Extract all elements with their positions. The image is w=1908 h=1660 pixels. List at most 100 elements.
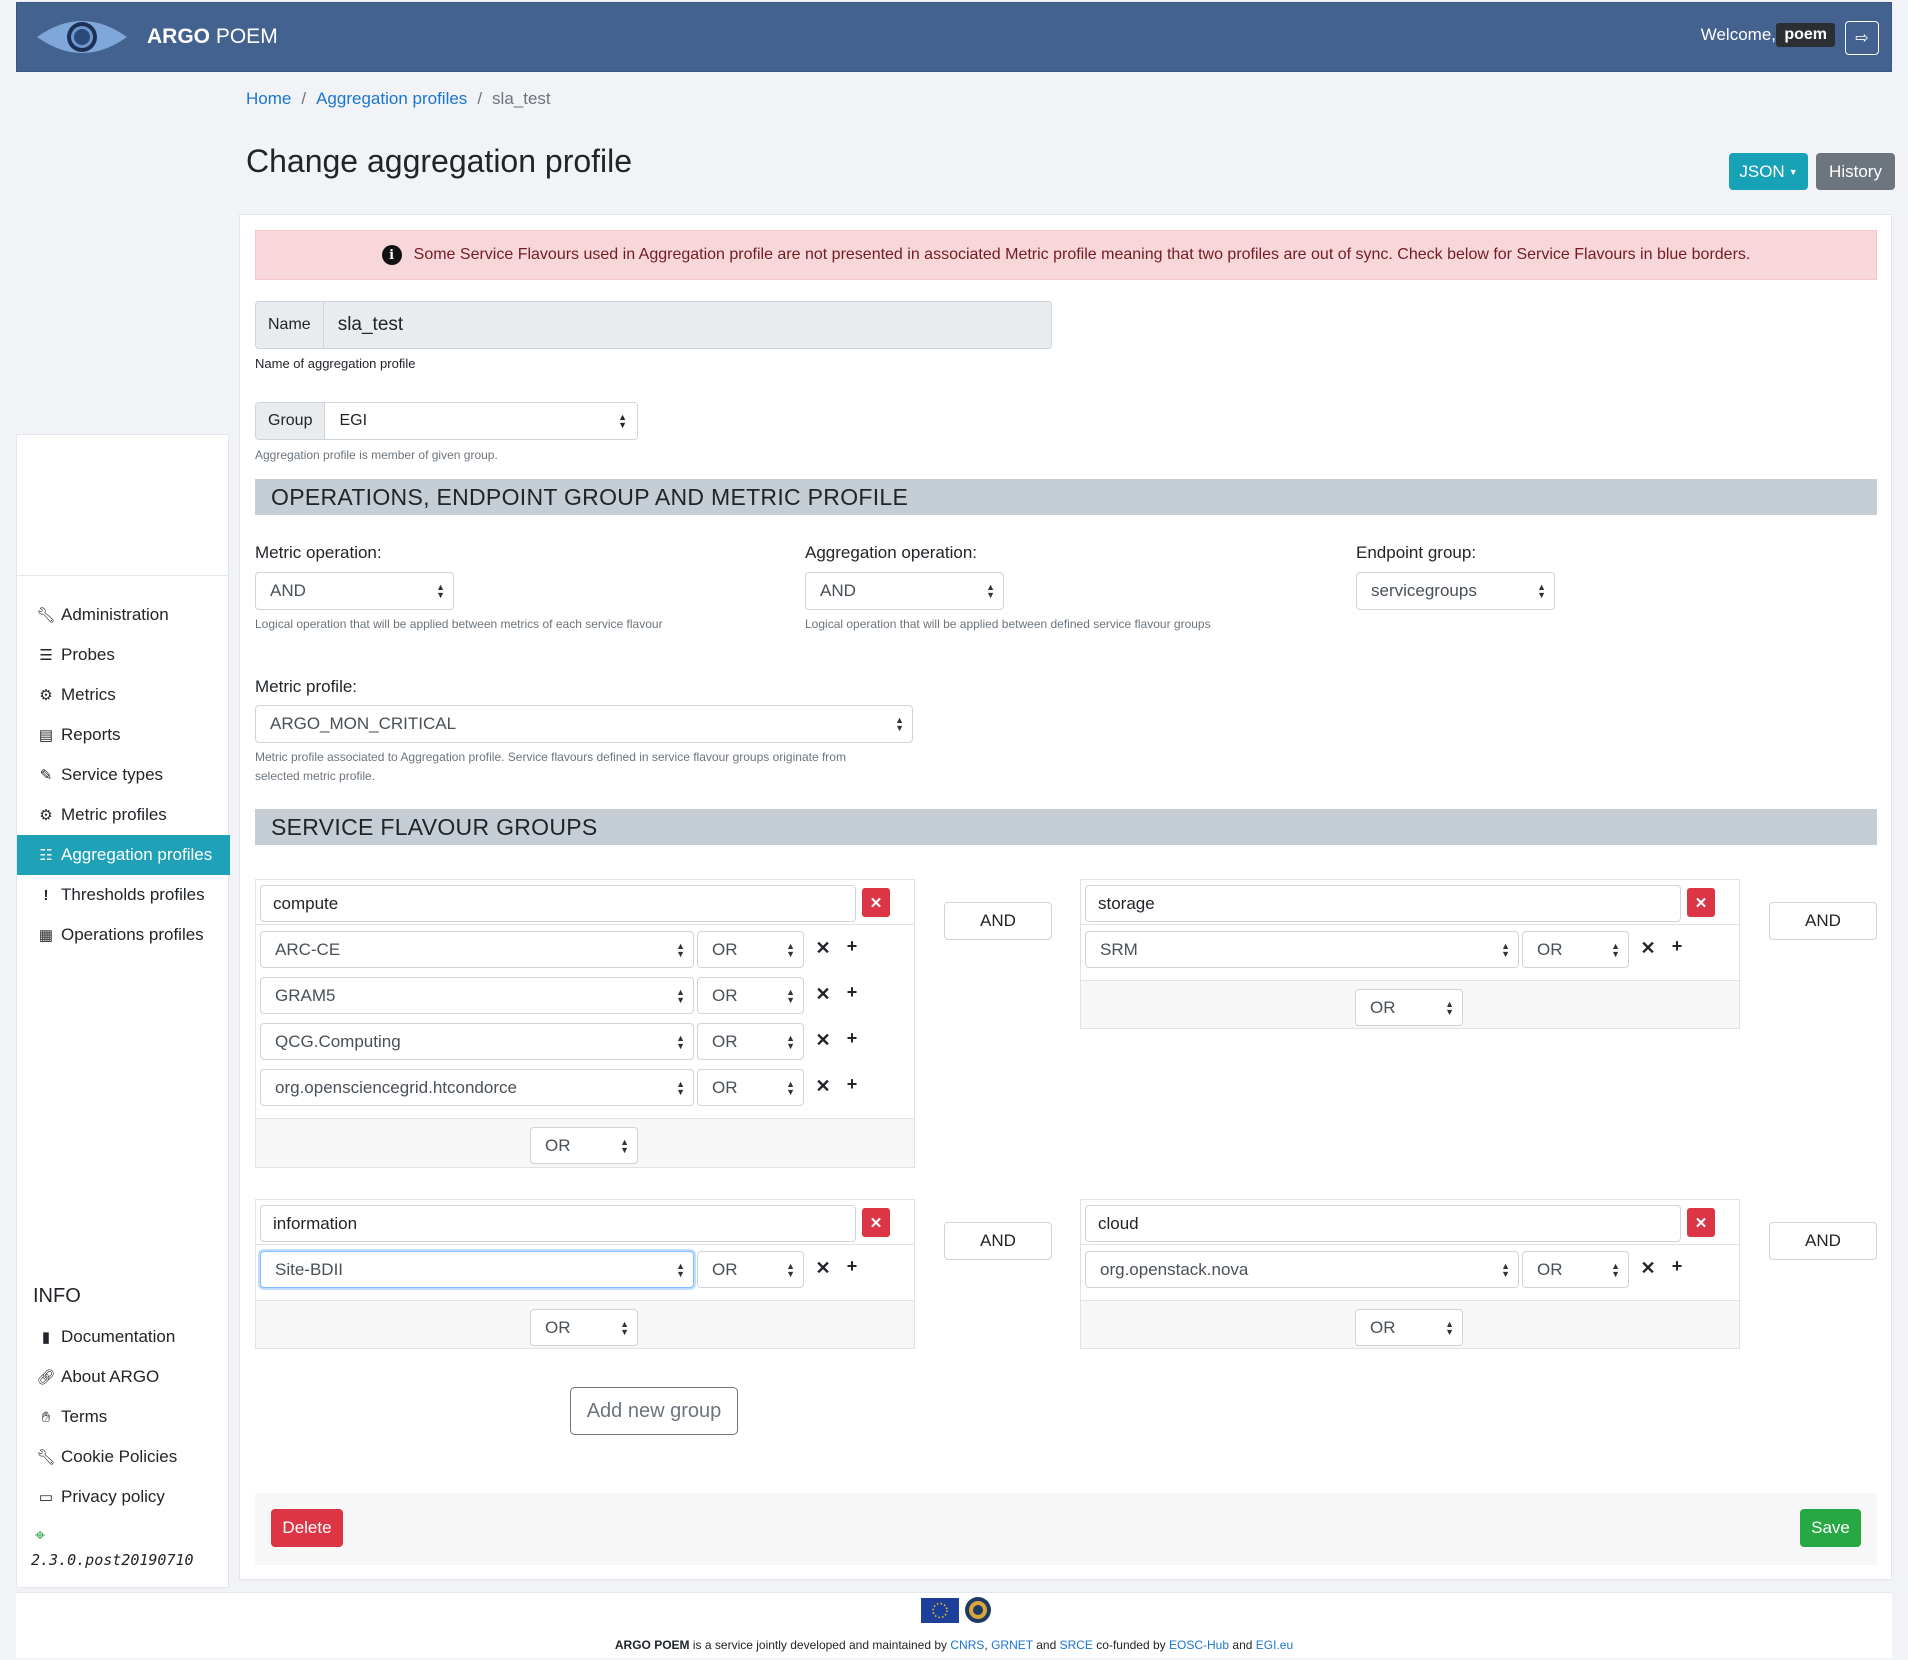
sidebar-item-administration[interactable]: 🔧︎ Administration (36, 605, 169, 624)
aggregation-operation-select[interactable]: AND ▲ ▼ (805, 572, 1004, 610)
group-and-button[interactable]: AND (1769, 902, 1877, 940)
group-and-button[interactable]: AND (1769, 1222, 1877, 1260)
service-operation-select[interactable]: OR ▲ ▼ (697, 931, 804, 968)
info-item-documentation[interactable]: ▮ Documentation (17, 1317, 230, 1357)
book-icon: ▮ (41, 1329, 51, 1346)
service-select[interactable]: Site-BDII ▲ ▼ (260, 1251, 694, 1288)
remove-service-icon[interactable]: ✕ (815, 938, 831, 958)
group-operation-select[interactable]: OR ▲ ▼ (1355, 1309, 1463, 1346)
add-service-icon[interactable]: + (846, 1256, 858, 1276)
add-service-icon[interactable]: + (846, 982, 858, 1002)
add-service-icon[interactable]: + (846, 1074, 858, 1094)
wrench-icon: 🔧︎ (36, 1449, 56, 1466)
remove-service-icon[interactable]: ✕ (815, 1030, 831, 1050)
name-field[interactable]: sla_test (323, 302, 1051, 348)
group-and-button[interactable]: AND (944, 1222, 1052, 1260)
egi-link[interactable]: EGI.eu (1255, 1638, 1294, 1652)
breadcrumb-aggregation-profiles-link[interactable]: Aggregation profiles (316, 89, 468, 108)
group-name-input[interactable]: storage (1085, 885, 1681, 922)
info-item-about-argo[interactable]: 🔗︎ About ARGO (36, 1367, 160, 1386)
add-service-icon[interactable]: + (1671, 1256, 1683, 1276)
history-button[interactable]: History (1816, 153, 1895, 190)
add-new-group-button[interactable]: Add new group (570, 1387, 738, 1435)
sidebar-item-reports[interactable]: ▤ Reports (17, 715, 230, 755)
service-operation-select[interactable]: OR ▲ ▼ (1522, 1251, 1629, 1288)
service-operation-select[interactable]: OR ▲ ▼ (697, 1069, 804, 1106)
endpoint-group-label: Endpoint group: (1356, 543, 1477, 562)
group-operation-select[interactable]: OR ▲ ▼ (530, 1127, 638, 1164)
service-select[interactable]: org.opensciencegrid.htcondorce ▲ ▼ (260, 1069, 694, 1106)
sidebar-item-probes[interactable]: ☰ Probes (17, 635, 230, 675)
metric-profile-help: Metric profile associated to Aggregation… (255, 750, 846, 783)
group-name-input[interactable]: compute (260, 885, 856, 922)
group-name-input[interactable]: information (260, 1205, 856, 1242)
brand-title[interactable]: ARGO POEM (147, 25, 278, 48)
select-arrows-icon: ▲ ▼ (676, 940, 685, 959)
srce-link[interactable]: SRCE (1059, 1638, 1093, 1652)
aggregation-operation-label: Aggregation operation: (805, 543, 978, 562)
service-operation-select[interactable]: OR ▲ ▼ (1522, 931, 1629, 968)
select-arrows-icon: ▲ ▼ (895, 715, 904, 733)
cogs-icon: ⚙ (39, 807, 53, 824)
group-operation-select[interactable]: OR ▲ ▼ (1355, 989, 1463, 1026)
sidebar-item-metrics[interactable]: ⚙ Metrics (17, 675, 230, 715)
wrench-icon: 🔧︎ (36, 607, 56, 624)
delete-group-button[interactable]: ✕ (862, 1208, 890, 1237)
remove-service-icon[interactable]: ✕ (815, 984, 831, 1004)
service-operation-select[interactable]: OR ▲ ▼ (697, 977, 804, 1014)
json-dropdown-button[interactable]: JSON ▼ (1729, 153, 1808, 190)
select-arrows-icon: ▲ ▼ (676, 986, 685, 1005)
metric-operation-select[interactable]: AND ▲ ▼ (255, 572, 454, 610)
remove-service-icon[interactable]: ✕ (815, 1076, 831, 1096)
logout-button[interactable]: ⇨ (1845, 21, 1879, 55)
save-button[interactable]: Save (1800, 1509, 1861, 1547)
link-icon: 🔗︎ (36, 1369, 56, 1386)
add-service-icon[interactable]: + (1671, 936, 1683, 956)
delete-group-button[interactable]: ✕ (1687, 1208, 1715, 1237)
add-service-icon[interactable]: + (846, 1028, 858, 1048)
delete-group-button[interactable]: ✕ (862, 888, 890, 917)
remove-service-icon[interactable]: ✕ (815, 1258, 831, 1278)
argo-eye-logo-icon (37, 21, 127, 53)
remove-service-icon[interactable]: ✕ (1640, 938, 1656, 958)
group-and-button[interactable]: AND (944, 902, 1052, 940)
delete-button[interactable]: Delete (271, 1509, 343, 1547)
breadcrumb-home-link[interactable]: Home (246, 89, 292, 108)
eosc-hub-link[interactable]: EOSC-Hub (1169, 1638, 1230, 1652)
grnet-link[interactable]: GRNET (991, 1638, 1033, 1652)
metric-profile-select[interactable]: ARGO_MON_CRITICAL ▲ ▼ (255, 705, 913, 743)
add-service-icon[interactable]: + (846, 936, 858, 956)
section-operations-heading: OPERATIONS, ENDPOINT GROUP AND METRIC PR… (255, 479, 1877, 515)
file-icon: ▤ (38, 727, 54, 744)
delete-group-button[interactable]: ✕ (1687, 888, 1715, 917)
service-operation-select[interactable]: OR ▲ ▼ (697, 1023, 804, 1060)
crosshairs-icon: ⌖ (35, 1525, 46, 1545)
info-item-cookie-policies[interactable]: 🔧︎ Cookie Policies (36, 1447, 178, 1466)
form-actions-bar: Delete Save (255, 1493, 1877, 1565)
remove-service-icon[interactable]: ✕ (1640, 1258, 1656, 1278)
sidebar-item-thresholds-profiles[interactable]: ! Thresholds profiles (17, 875, 230, 915)
cnrs-link[interactable]: CNRS (950, 1638, 985, 1652)
service-select[interactable]: QCG.Computing ▲ ▼ (260, 1023, 694, 1060)
service-select[interactable]: org.openstack.nova ▲ ▼ (1085, 1251, 1519, 1288)
times-icon: ✕ (1694, 1214, 1708, 1232)
group-name-input[interactable]: cloud (1085, 1205, 1681, 1242)
select-arrows-icon: ▲ ▼ (986, 582, 995, 600)
sidebar-item-aggregation-profiles[interactable]: ☷ Aggregation profiles (17, 835, 230, 875)
sidebar-item-metric-profiles[interactable]: ⚙ Metric profiles (17, 795, 230, 835)
group-select[interactable]: EGI ▲ ▼ (325, 403, 637, 439)
info-item-terms[interactable]: ✋︎ Terms (17, 1397, 230, 1437)
endpoint-group-select[interactable]: servicegroups ▲ ▼ (1356, 572, 1555, 610)
service-operation-select[interactable]: OR ▲ ▼ (697, 1251, 804, 1288)
sidebar-item-operations-profiles[interactable]: ▦ Operations profiles (17, 915, 230, 955)
service-select[interactable]: ARC-CE ▲ ▼ (260, 931, 694, 968)
service-select[interactable]: GRAM5 ▲ ▼ (260, 977, 694, 1014)
sidebar: 🔧︎ Administration ☰ Probes ⚙ Metrics ▤ Repor… (16, 434, 230, 1588)
sidebar-item-service-types[interactable]: ✎ Service types (17, 755, 230, 795)
group-operation-select[interactable]: OR ▲ ▼ (530, 1309, 638, 1346)
service-select[interactable]: SRM ▲ ▼ (1085, 931, 1519, 968)
select-arrows-icon: ▲ ▼ (676, 1078, 685, 1097)
info-item-privacy-policy[interactable]: ▭ Privacy policy (17, 1477, 230, 1517)
select-arrows-icon: ▲ ▼ (1445, 1318, 1454, 1337)
section-service-flavour-groups-heading: SERVICE FLAVOUR GROUPS (255, 809, 1877, 845)
